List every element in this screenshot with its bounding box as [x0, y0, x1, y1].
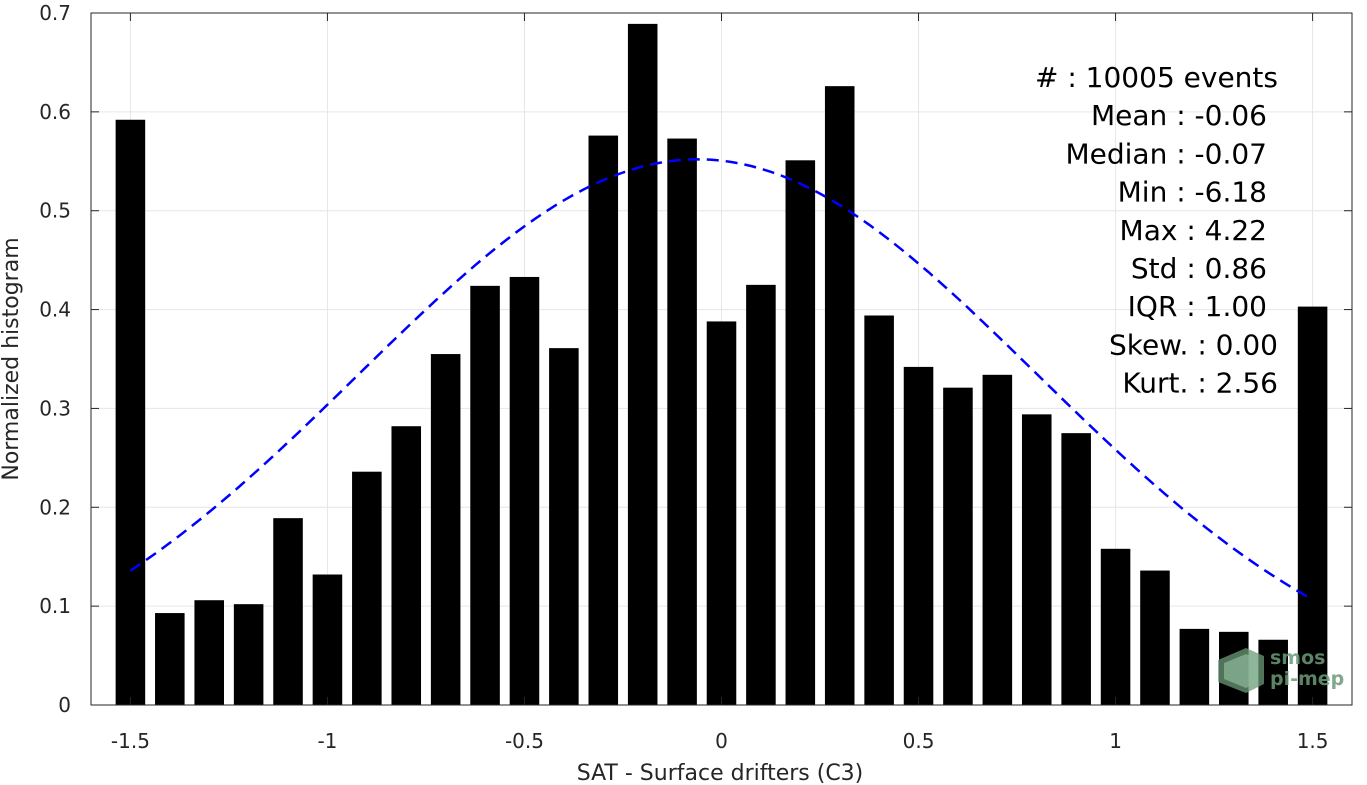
bar [470, 285, 500, 705]
stat-line: Std : 0.86 [1131, 252, 1267, 285]
bar [903, 366, 934, 705]
bar [824, 86, 855, 705]
y-tick-label: 0.6 [39, 100, 71, 124]
x-tick-label: -1 [317, 729, 337, 753]
smos-pimep-logo: smos pi-mep [1218, 647, 1344, 693]
x-tick-label: 1.5 [1297, 729, 1329, 753]
bar [155, 613, 185, 705]
bar [233, 604, 264, 705]
y-axis-ticks: 0 0.1 0.2 0.3 0.4 0.5 0.6 0.7 [39, 1, 1352, 717]
bar [1021, 414, 1052, 705]
bar [115, 119, 146, 705]
bar [1179, 628, 1210, 705]
bar [194, 600, 224, 705]
bar [1140, 570, 1170, 705]
bar [943, 387, 973, 705]
bar [273, 518, 303, 705]
bar [627, 23, 658, 706]
bar [588, 135, 619, 705]
y-tick-label: 0.1 [39, 594, 71, 618]
bar [667, 138, 697, 705]
bar [706, 321, 737, 705]
y-tick-label: 0.7 [39, 1, 71, 25]
stat-line: Mean : -0.06 [1091, 99, 1267, 132]
bar [352, 471, 382, 705]
stat-line: Max : 4.22 [1120, 214, 1267, 247]
y-tick-label: 0.3 [39, 396, 71, 420]
bars [115, 23, 1328, 706]
x-tick-label: 1 [1109, 729, 1122, 753]
bar [549, 348, 579, 705]
y-axis-label: Normalized histogram [0, 237, 24, 480]
x-tick-label: -1.5 [111, 729, 150, 753]
x-axis-label: SAT - Surface drifters (C3) [577, 761, 864, 785]
stat-line: Median : -0.07 [1065, 137, 1267, 170]
stat-line: Min : -6.18 [1118, 176, 1267, 209]
y-tick-label: 0.5 [39, 199, 71, 223]
bar [391, 426, 422, 705]
x-tick-label: -0.5 [505, 729, 544, 753]
bar [864, 315, 894, 705]
y-tick-label: 0 [58, 693, 71, 717]
bar [1061, 433, 1091, 705]
grid [91, 12, 1352, 706]
logo-line2: pi-mep [1270, 668, 1344, 690]
stat-line: Kurt. : 2.56 [1122, 367, 1278, 400]
bar [1100, 548, 1131, 705]
bar [785, 160, 816, 706]
stats-panel: # : 10005 events Mean : -0.06 Median : -0.… [1035, 61, 1278, 400]
x-tick-label: 0.5 [903, 729, 935, 753]
stat-line: IQR : 1.00 [1128, 290, 1267, 323]
x-tick-label: 0 [715, 729, 728, 753]
x-axis-ticks: -1.5 -1 -0.5 0 0.5 1 1.5 [111, 13, 1329, 753]
normal-fit-curve [129, 158, 1314, 601]
bar [1297, 306, 1328, 705]
logo-cube-face-icon [1224, 654, 1258, 688]
bar [509, 276, 540, 705]
bar [312, 574, 343, 705]
stat-line: Skew. : 0.00 [1109, 328, 1278, 361]
y-tick-label: 0.4 [39, 298, 71, 322]
stat-line: # : 10005 events [1035, 61, 1278, 94]
bar [746, 284, 776, 705]
bar [982, 374, 1013, 705]
bar [430, 354, 461, 705]
logo-line1: smos [1270, 647, 1325, 669]
y-tick-label: 0.2 [39, 495, 71, 519]
